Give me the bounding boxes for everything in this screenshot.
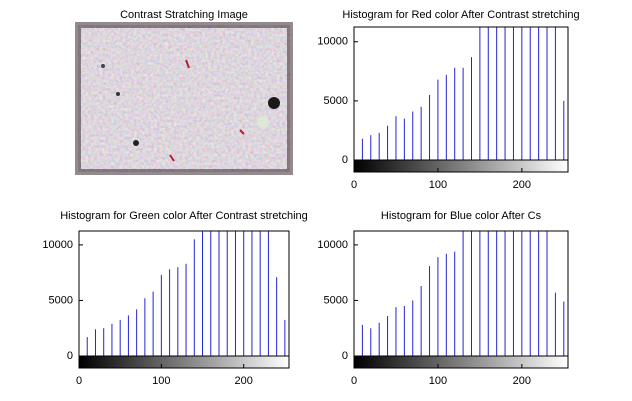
y-tick-label: 0 [342,350,348,362]
colorbar [354,356,568,368]
x-tick-label: 200 [235,375,253,387]
chart-title: Histogram for Red color After Contrast s… [342,9,579,21]
colorbar [79,356,289,368]
colorbar [354,160,568,172]
x-tick-label: 100 [429,179,447,191]
axes-box [79,231,289,356]
x-tick-label: 200 [513,179,531,191]
y-tick-label: 0 [67,350,73,362]
y-tick-label: 10000 [42,239,73,251]
y-tick-label: 0 [342,154,348,166]
figure: Contrast Stratching Image Histogram for … [0,0,632,401]
stems [354,223,564,356]
x-tick-label: 100 [152,375,170,387]
x-tick-label: 0 [351,375,357,387]
x-tick-label: 0 [76,375,82,387]
y-tick-label: 10000 [317,239,348,251]
x-tick-label: 200 [513,375,531,387]
image [78,25,290,172]
stems [79,223,285,356]
x-tick-label: 100 [429,375,447,387]
chart-title: Histogram for Blue color After Cs [381,210,542,222]
y-tick-label: 5000 [49,294,73,306]
image-title: Contrast Stratching Image [120,9,248,21]
y-tick-label: 5000 [324,95,348,107]
y-tick-label: 10000 [317,36,348,48]
x-tick-label: 0 [351,179,357,191]
y-tick-label: 5000 [324,294,348,306]
stems [354,18,564,160]
axes-box [354,27,568,160]
chart-title: Histogram for Green color After Contrast… [60,210,308,222]
axes-box [354,231,568,356]
